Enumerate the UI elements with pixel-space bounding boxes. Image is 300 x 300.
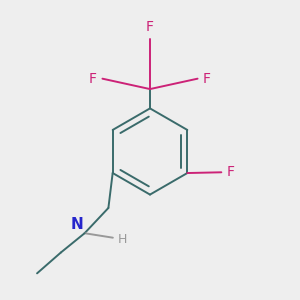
Text: N: N — [71, 217, 84, 232]
Text: F: F — [146, 20, 154, 34]
Text: H: H — [117, 233, 127, 246]
Text: F: F — [89, 72, 97, 86]
Text: F: F — [203, 72, 211, 86]
Text: F: F — [227, 165, 235, 179]
